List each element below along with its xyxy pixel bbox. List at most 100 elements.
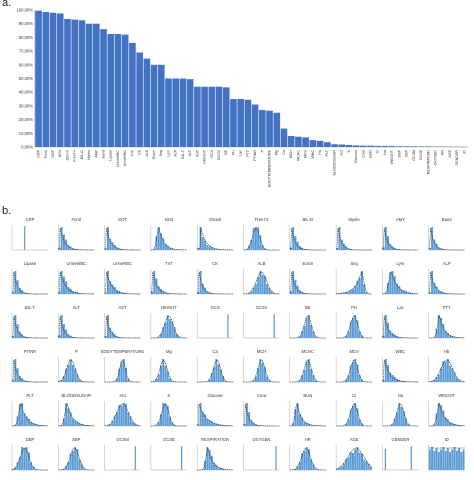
histogram-bar xyxy=(298,413,301,426)
x-tick-label-band: Band xyxy=(102,150,106,158)
histogram-bar xyxy=(446,359,449,382)
histogram-title: Myelo xyxy=(349,217,361,222)
bar-crp xyxy=(35,10,42,148)
histogram-bar xyxy=(206,291,209,294)
histogram-lym: Lym xyxy=(382,261,419,295)
histogram-bar xyxy=(25,416,28,426)
histogram-bar xyxy=(431,271,434,294)
histogram-bar xyxy=(411,293,414,294)
bar-tnt xyxy=(129,42,136,147)
histogram-bar xyxy=(444,417,447,426)
histogram-bar xyxy=(14,359,17,382)
x-tick-label-mcv: MCV xyxy=(304,149,308,158)
histogram-bar xyxy=(354,403,357,426)
histogram-title: Osmol xyxy=(209,217,221,222)
histogram-bar xyxy=(442,447,445,470)
histogram-bar xyxy=(162,403,165,426)
histogram-bar xyxy=(435,413,438,426)
histogram-title: ALT xyxy=(73,305,81,310)
histogram-bar xyxy=(398,403,401,426)
fitted-curve xyxy=(104,227,141,251)
histogram-bar xyxy=(197,248,200,250)
histogram-bar xyxy=(305,422,308,426)
histogram-bar xyxy=(107,425,109,426)
fitted-curve xyxy=(58,447,95,471)
histogram-bar xyxy=(389,372,392,382)
x-tick-label-hr: HR xyxy=(441,150,445,156)
histogram-bar xyxy=(219,424,222,426)
histogram-bar xyxy=(294,468,297,470)
histogram-bar xyxy=(157,227,160,250)
histogram-bar xyxy=(87,425,90,426)
histogram-bar xyxy=(213,248,216,250)
histogram-bar xyxy=(14,271,17,294)
histogram-bar xyxy=(169,247,171,250)
histogram-bar xyxy=(65,281,68,294)
histogram-title: BE xyxy=(305,305,311,310)
histogram-bar xyxy=(370,466,372,470)
histogram-bar xyxy=(164,322,167,338)
histogram-bar xyxy=(127,378,130,382)
bar-mcv xyxy=(302,137,309,147)
histogram-title: AST xyxy=(119,305,128,310)
histogram-bar xyxy=(76,249,79,250)
y-tick-label: 40,00% xyxy=(19,90,33,95)
histogram-bar xyxy=(204,287,207,294)
histogram-bar xyxy=(71,364,74,382)
bar-crea xyxy=(360,145,367,147)
histogram-title: OXYGEN xyxy=(253,437,271,442)
histogram-bar xyxy=(120,405,123,426)
histogram-title: Seg xyxy=(350,261,358,266)
histogram-bar xyxy=(169,417,171,426)
histogram-title: UrineWBC xyxy=(66,261,86,266)
histogram-title: Ca xyxy=(213,349,219,354)
histogram-bar xyxy=(116,247,118,250)
histogram-bar xyxy=(23,336,26,338)
histogram-bil-d: BIL-D xyxy=(289,217,326,251)
histogram-bar xyxy=(16,368,19,382)
histogram-bar xyxy=(219,468,222,470)
histogram-bar xyxy=(181,446,183,470)
histogram-title: Lipase xyxy=(24,261,37,266)
fitted-curve xyxy=(58,403,95,427)
histogram-title: Mg xyxy=(166,349,172,354)
bar-got xyxy=(49,12,57,147)
bar-ca xyxy=(280,128,288,147)
histogram-bar xyxy=(155,378,158,382)
histogram-bar xyxy=(113,334,116,338)
histogram-bar xyxy=(446,293,449,294)
histogram-bar xyxy=(213,367,216,382)
histogram-bar xyxy=(74,368,77,382)
histogram-bar xyxy=(435,243,438,250)
histogram-bar xyxy=(24,226,26,250)
histogram-title: Hb xyxy=(444,349,450,354)
x-tick-label-seg: Seg xyxy=(159,150,163,156)
histogram-bar xyxy=(257,227,260,250)
histogram-eosin: Eosin xyxy=(289,261,326,295)
histogram-bar xyxy=(259,235,262,250)
histogram-bar xyxy=(25,447,28,470)
x-tick-label-lym: Lym xyxy=(166,150,170,157)
fitted-curve xyxy=(428,315,465,339)
histogram-bar xyxy=(204,460,207,470)
histogram-crp: CRP xyxy=(11,217,48,251)
histogram-bar xyxy=(363,459,366,470)
bar-myelo xyxy=(85,23,93,148)
histogram-bar xyxy=(252,422,255,426)
histogram-bar xyxy=(261,362,264,382)
histogram-bar xyxy=(18,375,21,382)
histogram-sbp: SBP xyxy=(58,437,95,471)
bar-gcs xyxy=(208,86,216,147)
histogram-bar xyxy=(440,449,443,470)
histogram-osmol: Osmol xyxy=(196,217,234,251)
x-tick-label-crea: Crea xyxy=(361,150,365,158)
histogram-bar xyxy=(257,368,260,382)
bar-sbp xyxy=(403,146,410,147)
histogram-bar xyxy=(41,425,44,426)
histogram-bar xyxy=(358,452,361,470)
bar-urinewbc xyxy=(114,33,122,147)
histogram-title: Band xyxy=(442,217,452,222)
y-tick-label: 100,00% xyxy=(16,8,33,13)
histogram-bar xyxy=(109,281,112,294)
histogram-bar xyxy=(12,380,15,382)
